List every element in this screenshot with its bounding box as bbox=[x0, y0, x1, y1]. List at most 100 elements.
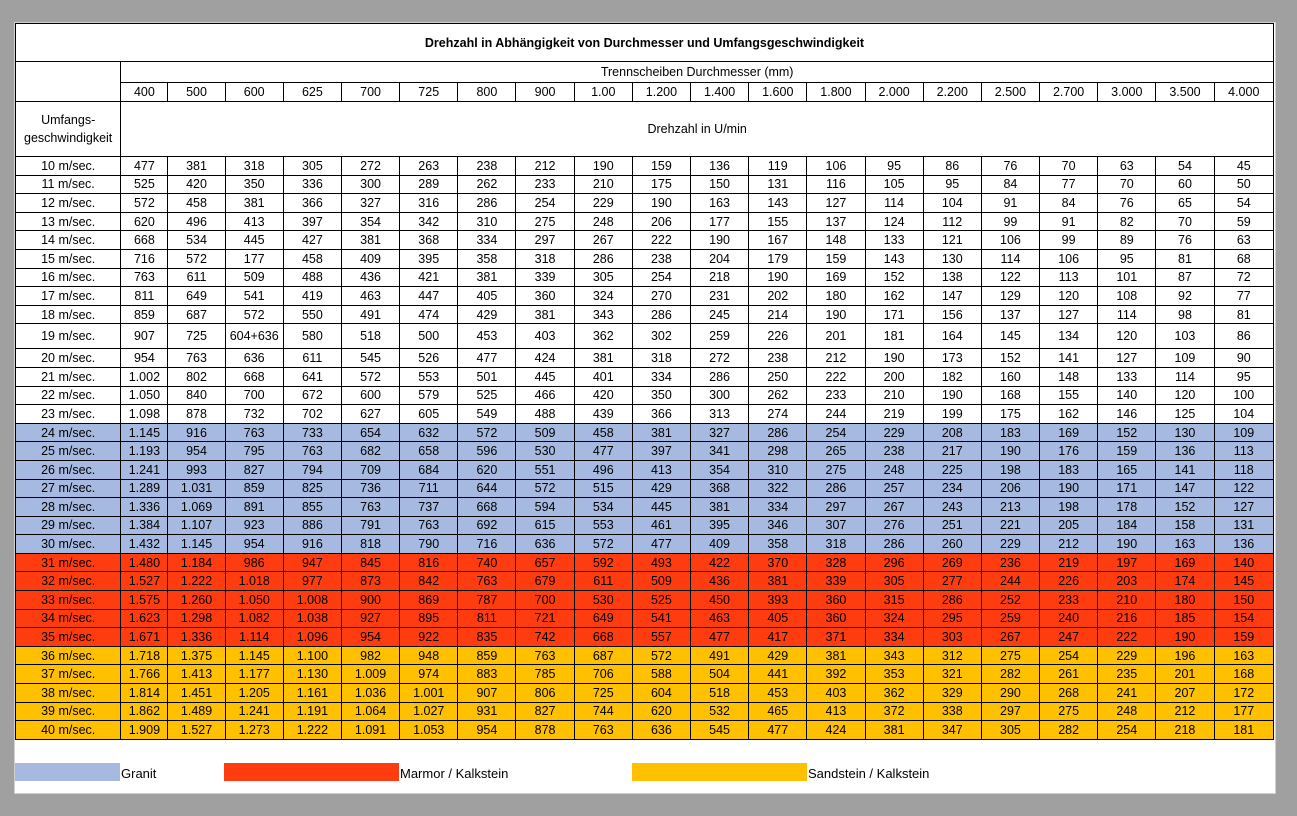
rpm-cell: 70 bbox=[1039, 156, 1099, 176]
rpm-cell: 177 bbox=[1213, 701, 1275, 722]
rpm-cell: 827 bbox=[224, 459, 284, 480]
rpm-cell: 270 bbox=[631, 286, 692, 306]
rpm-cell: 419 bbox=[282, 286, 342, 306]
rpm-cell: 198 bbox=[1039, 497, 1099, 517]
rpm-cell: 343 bbox=[573, 304, 633, 325]
rpm-cell: 68 bbox=[1213, 248, 1275, 269]
rpm-cell: 790 bbox=[399, 534, 459, 554]
speed-label-cell: 22 m/sec. bbox=[14, 385, 122, 406]
rpm-cell: 290 bbox=[980, 683, 1041, 703]
rpm-cell: 931 bbox=[457, 701, 517, 722]
diameter-header-cell: 3.000 bbox=[1097, 82, 1157, 102]
rpm-cell: 1.241 bbox=[120, 459, 169, 480]
rpm-cell: 381 bbox=[224, 193, 284, 213]
rpm-cell: 1.222 bbox=[282, 720, 342, 740]
rpm-cell: 1.053 bbox=[399, 720, 459, 740]
table-title: Drehzahl in Abhängigkeit von Durchmesser… bbox=[15, 23, 1274, 62]
rpm-cell: 334 bbox=[748, 497, 808, 517]
rpm-cell: 154 bbox=[1213, 608, 1275, 629]
table-row: 12 m/sec. 572 458 381 366 327 316 286 254 229 190 1… bbox=[14, 193, 1275, 213]
rpm-cell: 360 bbox=[806, 590, 866, 610]
rpm-cell: 148 bbox=[806, 230, 866, 250]
rpm-cell: 233 bbox=[806, 385, 866, 406]
rpm-cell: 225 bbox=[922, 459, 982, 480]
rpm-cell: 181 bbox=[864, 323, 924, 350]
rpm-cell: 420 bbox=[167, 174, 226, 195]
rpm-cell: 1.336 bbox=[167, 627, 226, 647]
rpm-cell: 190 bbox=[689, 230, 750, 250]
rpm-cell: 1.375 bbox=[167, 645, 226, 666]
rpm-cell: 222 bbox=[1097, 627, 1157, 647]
diameter-header-cell: 700 bbox=[340, 82, 401, 102]
rpm-cell: 1.038 bbox=[282, 608, 342, 629]
rpm-cell: 816 bbox=[399, 552, 459, 573]
rpm-cell: 190 bbox=[1155, 627, 1215, 647]
rpm-cell: 198 bbox=[980, 459, 1041, 480]
rpm-cell: 392 bbox=[806, 664, 866, 685]
rpm-cell: 763 bbox=[224, 422, 284, 443]
rpm-cell: 342 bbox=[399, 211, 459, 232]
rpm-cell: 1.100 bbox=[282, 645, 342, 666]
rpm-cell: 716 bbox=[457, 534, 517, 554]
rpm-cell: 328 bbox=[806, 552, 866, 573]
speed-label-cell: 33 m/sec. bbox=[14, 590, 122, 610]
rpm-cell: 1.289 bbox=[120, 478, 169, 499]
rpm-cell: 316 bbox=[399, 193, 459, 213]
rpm-cell: 763 bbox=[167, 348, 226, 368]
rpm-cell: 336 bbox=[282, 174, 342, 195]
rpm-cell: 372 bbox=[864, 701, 924, 722]
rpm-cell: 257 bbox=[864, 478, 924, 499]
rpm-cell: 296 bbox=[864, 552, 924, 573]
legend-swatch-marmor bbox=[224, 763, 399, 781]
rpm-cell: 109 bbox=[1213, 422, 1275, 443]
rpm-cell: 171 bbox=[1097, 478, 1157, 499]
rpm-cell: 491 bbox=[340, 304, 401, 325]
rpm-cell: 229 bbox=[573, 193, 633, 213]
rpm-cell: 922 bbox=[399, 627, 459, 647]
speed-label-cell: 26 m/sec. bbox=[14, 459, 122, 480]
speed-label-cell: 16 m/sec. bbox=[14, 267, 122, 288]
rpm-cell: 286 bbox=[864, 534, 924, 554]
rpm-cell: 636 bbox=[631, 720, 692, 740]
rpm-cell: 350 bbox=[224, 174, 284, 195]
rpm-cell: 501 bbox=[457, 366, 517, 387]
rpm-cell: 159 bbox=[806, 248, 866, 269]
rpm-cell: 706 bbox=[573, 664, 633, 685]
rpm-cell: 147 bbox=[1155, 478, 1215, 499]
rpm-cell: 553 bbox=[573, 515, 633, 536]
speed-label-cell: 13 m/sec. bbox=[14, 211, 122, 232]
rpm-cell: 261 bbox=[1039, 664, 1099, 685]
table-row: 14 m/sec. 668 534 445 427 381 368 334 297 267 222 1… bbox=[14, 230, 1275, 250]
rpm-cell: 477 bbox=[457, 348, 517, 368]
rpm-cell: 202 bbox=[748, 286, 808, 306]
diameter-header-cell: 600 bbox=[224, 82, 284, 102]
rpm-cell: 181 bbox=[1213, 720, 1275, 740]
rpm-cell: 672 bbox=[282, 385, 342, 406]
speed-label-cell: 18 m/sec. bbox=[14, 304, 122, 325]
rpm-cell: 183 bbox=[980, 422, 1041, 443]
rpm-cell: 205 bbox=[1039, 515, 1099, 536]
rpm-cell: 366 bbox=[282, 193, 342, 213]
rpm-cell: 137 bbox=[806, 211, 866, 232]
rpm-cell: 1.036 bbox=[340, 683, 401, 703]
rpm-cell: 592 bbox=[573, 552, 633, 573]
rpm-cell: 1.050 bbox=[120, 385, 169, 406]
rpm-cell: 1.161 bbox=[282, 683, 342, 703]
rpm-cell: 262 bbox=[748, 385, 808, 406]
rpm-cell: 641 bbox=[282, 366, 342, 387]
rpm-cell: 81 bbox=[1155, 248, 1215, 269]
rpm-cell: 99 bbox=[980, 211, 1041, 232]
rpm-cell: 286 bbox=[573, 248, 633, 269]
rpm-cell: 1.018 bbox=[224, 571, 284, 592]
rpm-cell: 1.069 bbox=[167, 497, 226, 517]
rpm-cell: 127 bbox=[1213, 497, 1275, 517]
rpm-cell: 445 bbox=[631, 497, 692, 517]
rpm-cell: 580 bbox=[282, 323, 342, 350]
rpm-cell: 300 bbox=[689, 385, 750, 406]
rpm-cell: 77 bbox=[1213, 286, 1275, 306]
rpm-cell: 98 bbox=[1155, 304, 1215, 325]
diameter-header: Trennscheiben Durchmesser (mm) bbox=[120, 61, 1274, 83]
rpm-cell: 409 bbox=[689, 534, 750, 554]
rpm-cell: 109 bbox=[1155, 348, 1215, 368]
rpm-cell: 1.191 bbox=[282, 701, 342, 722]
